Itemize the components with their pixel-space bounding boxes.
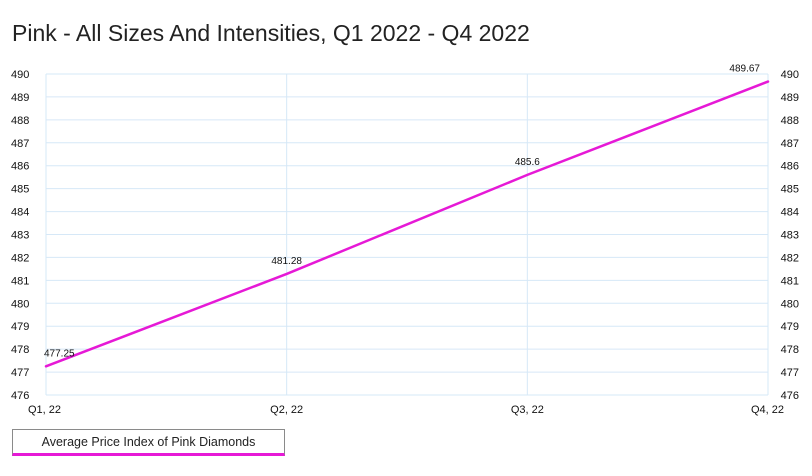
- y-tick-label-left: 486: [11, 161, 29, 173]
- y-tick-label-right: 486: [781, 161, 799, 173]
- y-tick-label-right: 490: [781, 69, 799, 81]
- x-tick-label: Q4, 22: [751, 404, 784, 416]
- y-tick-label-left: 487: [11, 138, 29, 150]
- y-tick-label-left: 490: [11, 69, 29, 81]
- y-tick-label-left: 477: [11, 367, 29, 379]
- y-tick-label-right: 487: [781, 138, 799, 150]
- y-tick-label-right: 485: [781, 184, 799, 196]
- y-tick-label-left: 483: [11, 230, 29, 242]
- y-tick-label-right: 488: [781, 115, 799, 127]
- y-tick-label-right: 481: [781, 275, 799, 287]
- data-label: 489.67: [729, 64, 760, 75]
- series: [44, 80, 770, 368]
- data-label: 481.28: [271, 256, 302, 267]
- data-labels: 477.25 481.28 485.6 489.67: [44, 64, 760, 360]
- y-tick-label-right: 477: [781, 367, 799, 379]
- y-tick-label-right: 482: [781, 252, 799, 264]
- y-tick-label-left: 479: [11, 321, 29, 333]
- x-tick-label: Q3, 22: [511, 404, 544, 416]
- legend-item[interactable]: Average Price Index of Pink Diamonds: [12, 429, 285, 456]
- data-label: 477.25: [44, 348, 75, 359]
- grid: [45, 73, 769, 396]
- series-line: [44, 80, 770, 368]
- y-tick-label-right: 484: [781, 207, 799, 219]
- y-tick-label-right: 478: [781, 344, 799, 356]
- data-label: 485.6: [515, 157, 540, 168]
- y-tick-label-right: 480: [781, 298, 799, 310]
- y-tick-label-left: 482: [11, 252, 29, 264]
- y-tick-label-right: 489: [781, 92, 799, 104]
- y-tick-label-right: 483: [781, 230, 799, 242]
- y-axis-ticks: 476 476 477 477 478 478 479 479 480 480 481 481 482 4…: [11, 69, 799, 402]
- y-tick-label-right: 479: [781, 321, 799, 333]
- y-tick-label-left: 478: [11, 344, 29, 356]
- y-tick-label-left: 480: [11, 298, 29, 310]
- legend-label: Average Price Index of Pink Diamonds: [41, 434, 256, 449]
- y-tick-label-right: 476: [781, 390, 799, 402]
- x-axis-ticks: Q1, 22 Q2, 22 Q3, 22 Q4, 22: [28, 404, 784, 416]
- y-tick-label-left: 481: [11, 275, 29, 287]
- x-tick-label: Q1, 22: [28, 404, 61, 416]
- y-tick-label-left: 485: [11, 184, 29, 196]
- x-tick-label: Q2, 22: [270, 404, 303, 416]
- y-tick-label-left: 488: [11, 115, 29, 127]
- y-tick-label-left: 476: [11, 390, 29, 402]
- y-tick-label-left: 489: [11, 92, 29, 104]
- chart-title: Pink - All Sizes And Intensities, Q1 202…: [12, 20, 530, 46]
- y-tick-label-left: 484: [11, 207, 29, 219]
